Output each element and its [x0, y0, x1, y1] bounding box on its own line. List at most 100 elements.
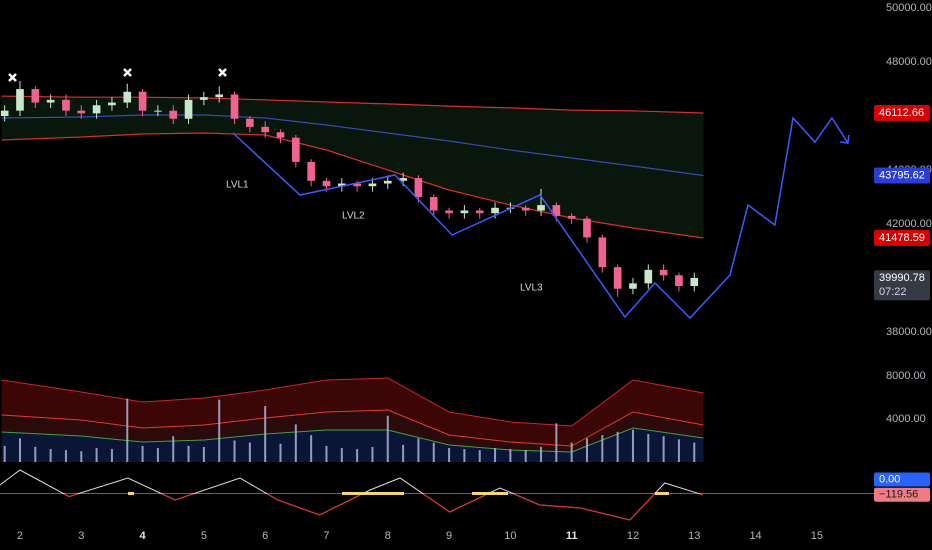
candle-body	[537, 205, 545, 211]
pivot-x	[8, 73, 17, 82]
x-tick-label: 3	[78, 530, 84, 542]
x-tick-label: 14	[749, 530, 761, 542]
highlight	[655, 492, 669, 495]
candle-body	[521, 207, 530, 211]
candle-body	[629, 283, 637, 289]
candle-body	[16, 89, 24, 111]
candle-body	[613, 267, 622, 289]
volume-bar	[248, 442, 251, 462]
volume-bar	[585, 438, 588, 462]
volume-bar	[478, 450, 481, 462]
candle-body	[92, 105, 101, 114]
pivot-markers	[8, 68, 227, 82]
candle-body	[644, 269, 653, 284]
volume-bar	[356, 449, 359, 462]
volume-bar	[524, 450, 527, 462]
volume-bar	[463, 449, 466, 462]
price-label-box	[874, 105, 930, 122]
candle-body	[383, 180, 392, 184]
volume-bar	[64, 450, 67, 462]
candle-body	[659, 269, 668, 276]
volume-band-line	[1, 377, 704, 427]
candle-body	[445, 210, 453, 214]
x-tick-label: 2	[17, 530, 23, 542]
volume-bar	[693, 442, 696, 462]
volume-bar	[218, 399, 221, 462]
volume-bar	[402, 444, 405, 462]
x-tick-label: 6	[262, 530, 268, 542]
x-tick-label: 5	[201, 530, 207, 542]
volume-bar	[34, 446, 37, 462]
volume-bar	[49, 449, 52, 462]
volume-bar	[325, 445, 328, 462]
volume-bar	[294, 424, 297, 462]
volume-bar	[310, 435, 313, 462]
candle-body	[675, 275, 683, 287]
highlight	[342, 492, 404, 495]
volume-band-fill	[1, 410, 704, 452]
x-tick-label: 4	[140, 530, 147, 542]
volume-bar	[110, 449, 113, 462]
volume-bar	[386, 415, 389, 462]
signal-highlights	[128, 492, 669, 495]
price-label: 46112.66	[879, 107, 924, 119]
x-tick-label: 7	[323, 530, 329, 542]
volume-bar	[448, 448, 451, 462]
y-tick-label: 48000.00	[886, 56, 932, 68]
volume-bar	[509, 449, 512, 462]
band-line	[1, 95, 704, 114]
candle-body	[291, 137, 300, 162]
candle-body	[276, 132, 285, 138]
x-tick-label: 15	[811, 530, 823, 542]
candle-body	[429, 197, 438, 211]
osc-label-box	[874, 472, 930, 487]
volume-bar	[616, 431, 619, 462]
candle-body	[246, 118, 254, 127]
candle-body	[353, 183, 361, 187]
candle-body	[399, 178, 407, 181]
annotation: LVL1	[226, 180, 249, 191]
candle-body	[169, 110, 178, 119]
y-tick-label: 42000.00	[886, 218, 932, 230]
candle-body	[567, 215, 576, 219]
volume-bar	[432, 442, 435, 462]
candle-body	[200, 97, 208, 100]
candle-body	[598, 237, 607, 268]
osc-label: −119.56	[879, 489, 918, 501]
highlight	[128, 492, 134, 495]
candle-body	[46, 99, 55, 103]
volume-bar	[187, 445, 190, 462]
volume-band-line	[1, 409, 704, 447]
volume-bar	[126, 398, 129, 462]
candle-body	[491, 207, 499, 214]
candle-body	[307, 161, 315, 181]
candle-body	[108, 102, 116, 106]
candle-body	[154, 110, 162, 112]
candle-body	[690, 277, 699, 287]
candle-body	[31, 89, 40, 103]
candle-body	[337, 183, 346, 187]
candle-body	[138, 91, 147, 111]
y-tick-label: 50000.00	[886, 2, 932, 14]
volume-bar	[631, 429, 634, 462]
price-label-box	[874, 270, 930, 301]
volume-bar	[417, 438, 420, 462]
candle-body	[368, 183, 377, 187]
volume-bar	[540, 446, 543, 462]
highlight	[472, 492, 508, 495]
volume-bar	[279, 443, 282, 462]
candle-body	[123, 91, 132, 103]
volume-bar	[570, 442, 573, 462]
volume-bar	[202, 446, 205, 462]
pivot-x	[218, 68, 227, 77]
x-tick-label: 8	[385, 530, 391, 542]
volume-bar	[662, 436, 665, 462]
candle-body	[0, 110, 9, 117]
volume-bar	[264, 406, 267, 462]
volume-band-line	[1, 427, 704, 453]
y-tick-label: 4000.00	[886, 413, 926, 425]
candle-body	[215, 94, 224, 98]
volume-bar	[233, 440, 236, 462]
volume-bar	[156, 448, 159, 462]
